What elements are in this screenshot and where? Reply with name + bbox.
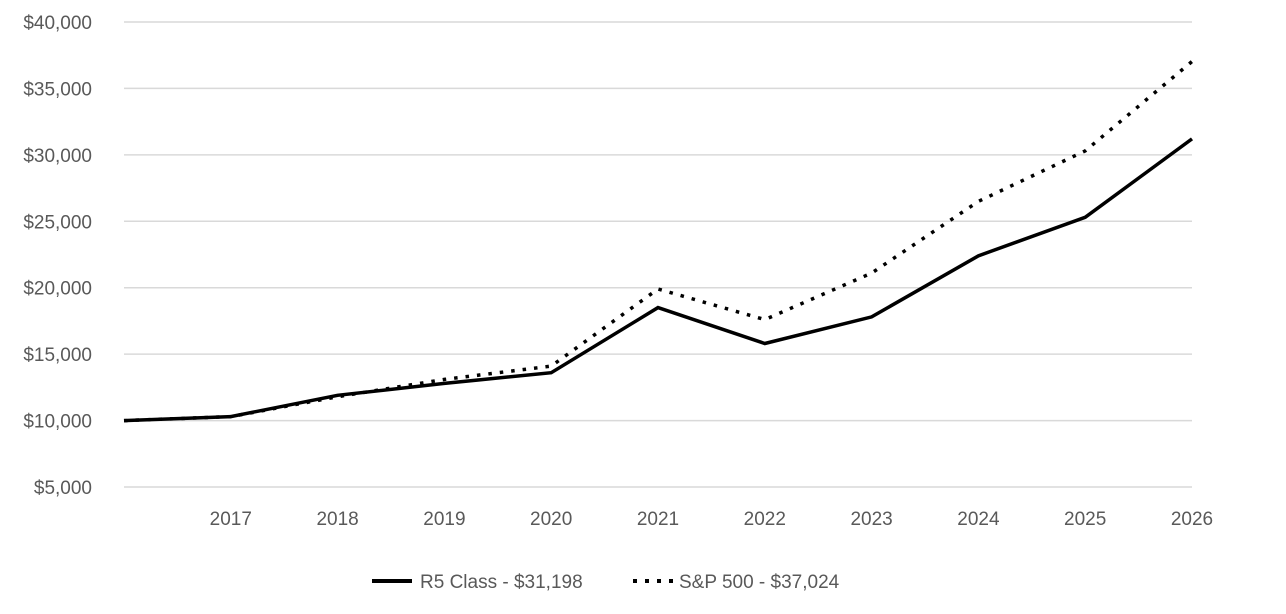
x-tick-label: 2018	[316, 509, 358, 530]
legend-label-r5-class: R5 Class - $31,198	[420, 572, 583, 593]
x-tick-label: 2021	[637, 509, 679, 530]
y-tick-label: $10,000	[23, 412, 92, 433]
x-axis-ticks: 2017 2018 2019 2020 2021 2022 2023 2024 2025 2026	[210, 509, 1213, 530]
y-tick-label: $30,000	[23, 146, 92, 167]
series-line-r5-class	[123, 137, 1194, 423]
x-tick-label: 2026	[1171, 509, 1213, 530]
y-tick-label: $35,000	[23, 79, 92, 100]
x-tick-label: 2023	[850, 509, 892, 530]
x-tick-label: 2022	[744, 509, 786, 530]
series-line-sp500	[123, 60, 1194, 423]
x-tick-label: 2017	[210, 509, 252, 530]
gridlines	[124, 21, 1192, 488]
y-axis-ticks: $5,000 $10,000 $15,000 $20,000 $25,000 $30,00…	[23, 13, 92, 499]
y-tick-label: $40,000	[23, 13, 92, 34]
x-tick-label: 2020	[530, 509, 572, 530]
legend-label-sp500: S&P 500 - $37,024	[679, 572, 840, 593]
y-tick-label: $5,000	[34, 478, 92, 499]
y-tick-label: $15,000	[23, 345, 92, 366]
x-tick-label: 2024	[957, 509, 1000, 530]
y-tick-label: $20,000	[23, 279, 92, 300]
legend: R5 Class - $31,198 S&P 500 - $37,024	[372, 572, 840, 593]
series-lines	[123, 60, 1194, 423]
x-tick-label: 2019	[423, 509, 465, 530]
y-tick-label: $25,000	[23, 212, 92, 233]
x-tick-label: 2025	[1064, 509, 1106, 530]
